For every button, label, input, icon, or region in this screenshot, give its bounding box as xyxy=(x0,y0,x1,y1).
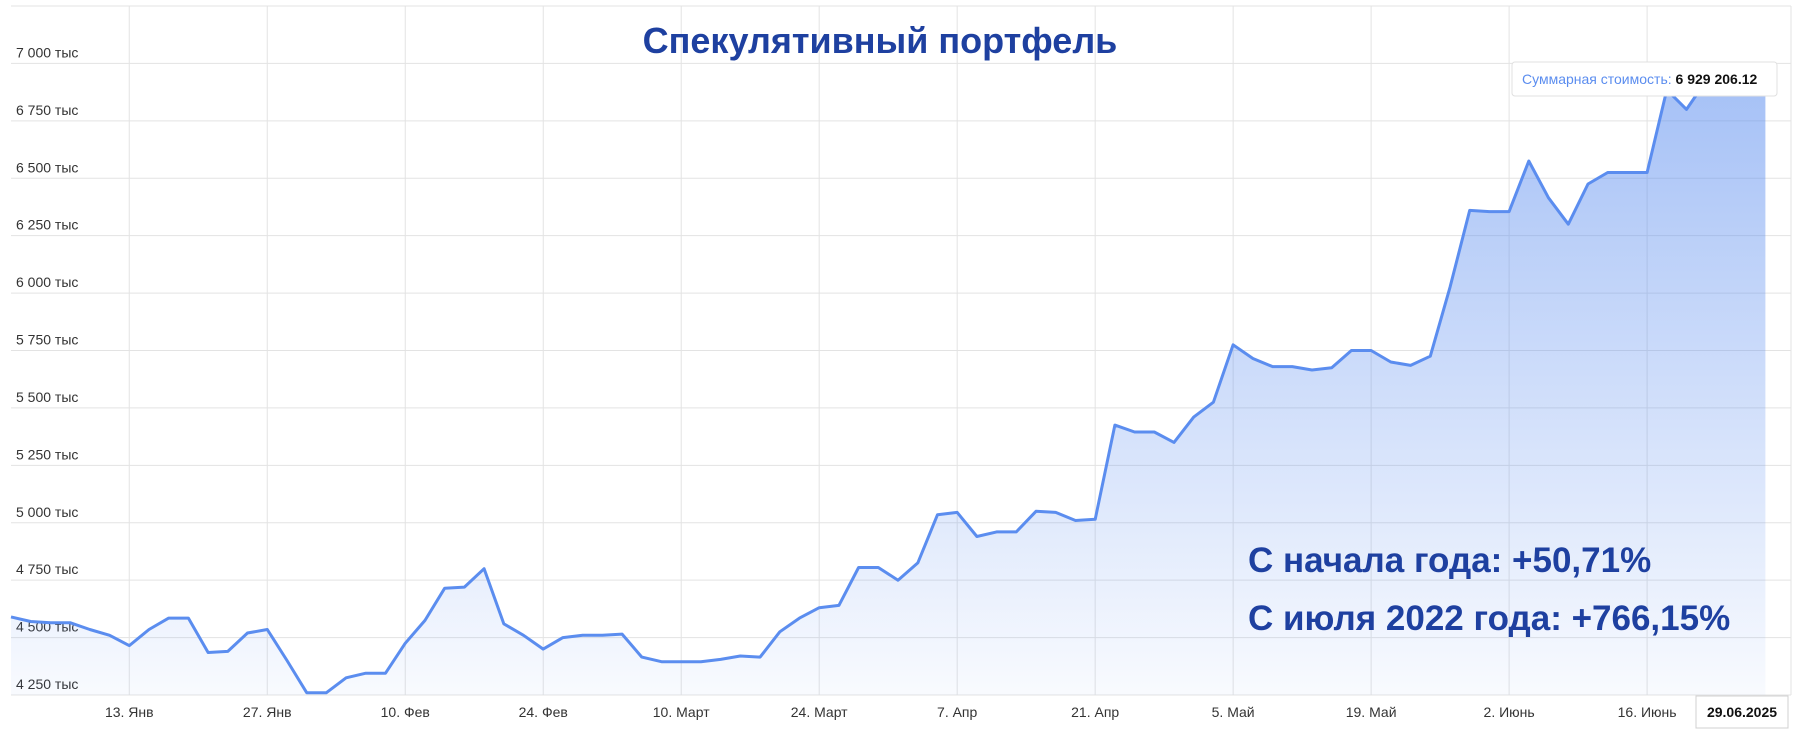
x-tick-label: 7. Апр xyxy=(937,704,977,720)
area xyxy=(11,74,1766,695)
y-tick-label: 7 000 тыс xyxy=(16,44,78,60)
x-tick-label: 10. Фев xyxy=(381,704,430,720)
tooltip-label: Суммарная стоимость: xyxy=(1522,71,1672,87)
annotation: С начала года: +50,71% xyxy=(1248,541,1651,580)
svg-text:Суммарная стоимость: 6 929 206: Суммарная стоимость: 6 929 206.12 xyxy=(1522,71,1757,87)
x-tick-label: 19. Май xyxy=(1346,704,1397,720)
chart-title: Спекулятивный портфель xyxy=(643,20,1118,61)
plot xyxy=(10,73,1766,695)
x-tick-label: 5. Май xyxy=(1212,704,1255,720)
y-tick-label: 6 000 тыс xyxy=(16,274,78,290)
y-tick-label: 5 750 тыс xyxy=(16,332,78,348)
annotation: С июля 2022 года: +766,15% xyxy=(1248,599,1730,638)
date-tag xyxy=(1695,695,1789,729)
x-tick-label: 10. Март xyxy=(653,704,710,720)
x-tick-label: 24. Март xyxy=(791,704,848,720)
y-tick-label: 5 500 тыс xyxy=(16,389,78,405)
y-tick-label: 4 750 тыс xyxy=(16,561,78,577)
x-tick-label: 27. Янв xyxy=(243,704,292,720)
tooltip-value: 6 929 206.12 xyxy=(1676,71,1758,87)
x-tick-label: 2. Июнь xyxy=(1484,704,1535,720)
line xyxy=(10,73,1766,695)
x-tick-label: 13. Янв xyxy=(105,704,154,720)
x-tick-label: 24. Фев xyxy=(519,704,568,720)
x-tick-label: 16. Июнь xyxy=(1618,704,1677,720)
tooltip-box xyxy=(1511,61,1778,97)
crosshair-date: 29.06.2025 xyxy=(1707,704,1777,720)
y-tick-label: 6 750 тыс xyxy=(16,102,78,118)
y-tick-label: 5 000 тыс xyxy=(16,504,78,520)
y-tick-label: 5 250 тыс xyxy=(16,446,78,462)
y-tick-label: 6 500 тыс xyxy=(16,159,78,175)
x-tick-label: 21. Апр xyxy=(1071,704,1119,720)
y-tick-label: 6 250 тыс xyxy=(16,217,78,233)
